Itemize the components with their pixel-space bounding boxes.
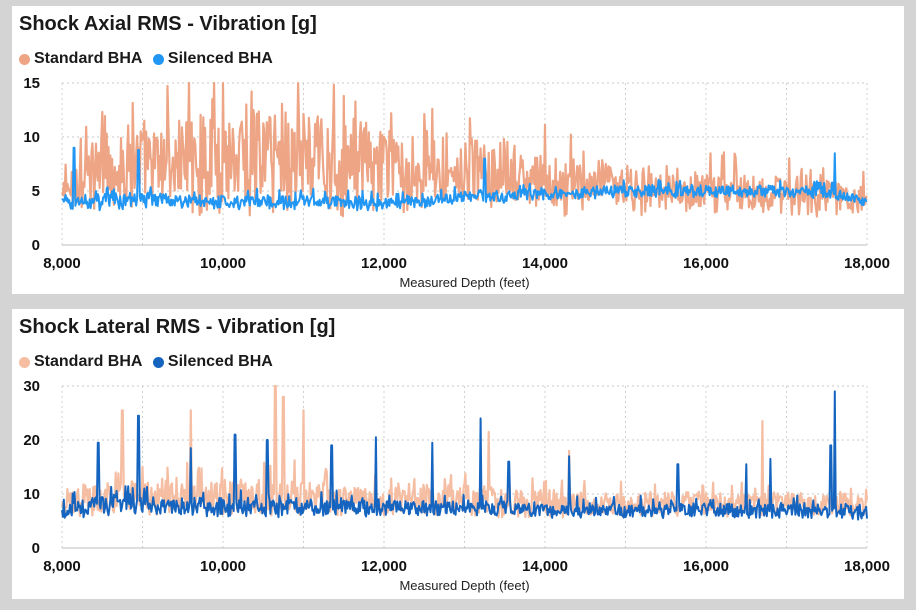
y-tick-label: 0 bbox=[32, 540, 40, 557]
series-line-silenced-bha bbox=[61, 146, 868, 212]
x-tick-label: 16,000 bbox=[683, 255, 729, 272]
lateral-chart-panel: Shock Lateral RMS - Vibration [g] Standa… bbox=[12, 309, 904, 599]
legend-item-standard-bha[interactable]: Standard BHA bbox=[19, 50, 142, 68]
chart-legend: Standard BHA Silenced BHA bbox=[19, 353, 279, 373]
series-line-silenced-bha bbox=[61, 390, 868, 521]
y-tick-label: 10 bbox=[23, 486, 40, 503]
x-tick-label: 10,000 bbox=[200, 255, 246, 272]
x-tick-label: 14,000 bbox=[522, 558, 568, 575]
legend-label-standard-bha: Standard BHA bbox=[34, 353, 143, 370]
y-tick-label: 15 bbox=[23, 75, 40, 92]
x-tick-label: 12,000 bbox=[361, 255, 407, 272]
legend-item-silenced-bha[interactable]: Silenced BHA bbox=[152, 353, 273, 371]
axial-plot: 0 5 10 15 8,000 10,000 12,000 14,000 16,000 18,00… bbox=[23, 75, 890, 290]
chart-title: Shock Axial RMS - Vibration [g] bbox=[19, 13, 317, 35]
lateral-plot: 0 10 20 30 8,000 10,000 12,000 14,000 16,000 18,0… bbox=[23, 378, 890, 593]
series-line-standard-bha bbox=[60, 384, 869, 519]
legend-marker-silenced-bha bbox=[152, 356, 164, 368]
x-tick-label: 16,000 bbox=[683, 558, 729, 575]
legend-label-standard-bha: Standard BHA bbox=[34, 50, 143, 67]
x-tick-label: 14,000 bbox=[522, 255, 568, 272]
y-tick-label: 10 bbox=[23, 129, 40, 146]
legend-marker-standard-bha bbox=[19, 356, 30, 368]
legend-label-silenced-bha: Silenced BHA bbox=[167, 353, 273, 370]
x-tick-label: 12,000 bbox=[361, 558, 407, 575]
y-tick-label: 20 bbox=[23, 432, 40, 449]
x-tick-label: 18,000 bbox=[844, 255, 890, 272]
x-axis-title: Measured Depth (feet) bbox=[399, 275, 529, 290]
chart-legend: Standard BHA Silenced BHA bbox=[19, 50, 279, 70]
chart-title: Shock Lateral RMS - Vibration [g] bbox=[19, 316, 336, 338]
y-tick-label: 30 bbox=[23, 378, 40, 395]
x-tick-label: 8,000 bbox=[43, 558, 81, 575]
legend-item-standard-bha[interactable]: Standard BHA bbox=[19, 353, 142, 371]
x-tick-label: 8,000 bbox=[43, 255, 81, 272]
y-tick-label: 5 bbox=[32, 183, 40, 200]
legend-marker-standard-bha bbox=[19, 53, 30, 65]
x-axis-title: Measured Depth (feet) bbox=[399, 578, 529, 593]
legend-item-silenced-bha[interactable]: Silenced BHA bbox=[152, 50, 273, 68]
x-tick-label: 10,000 bbox=[200, 558, 246, 575]
legend-marker-silenced-bha bbox=[152, 53, 164, 65]
x-tick-label: 18,000 bbox=[844, 558, 890, 575]
y-tick-label: 0 bbox=[32, 237, 40, 254]
axial-chart-panel: Shock Axial RMS - Vibration [g] Standard… bbox=[12, 6, 904, 294]
legend-label-silenced-bha: Silenced BHA bbox=[167, 50, 273, 67]
